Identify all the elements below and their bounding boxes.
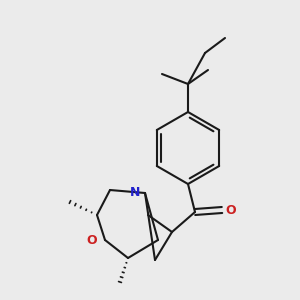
Text: N: N xyxy=(130,187,140,200)
Text: O: O xyxy=(86,233,97,247)
Text: O: O xyxy=(225,203,236,217)
